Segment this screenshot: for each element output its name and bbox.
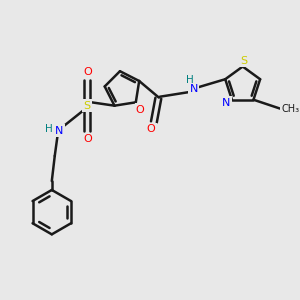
- Text: O: O: [136, 105, 145, 115]
- Text: S: S: [241, 56, 248, 66]
- Text: O: O: [147, 124, 155, 134]
- Text: H: H: [45, 124, 53, 134]
- Text: CH₃: CH₃: [281, 103, 299, 114]
- Text: S: S: [84, 100, 91, 111]
- Text: N: N: [222, 98, 230, 108]
- Text: N: N: [190, 84, 198, 94]
- Text: O: O: [83, 134, 92, 144]
- Text: O: O: [83, 67, 92, 77]
- Text: N: N: [55, 126, 63, 136]
- Text: H: H: [185, 75, 193, 85]
